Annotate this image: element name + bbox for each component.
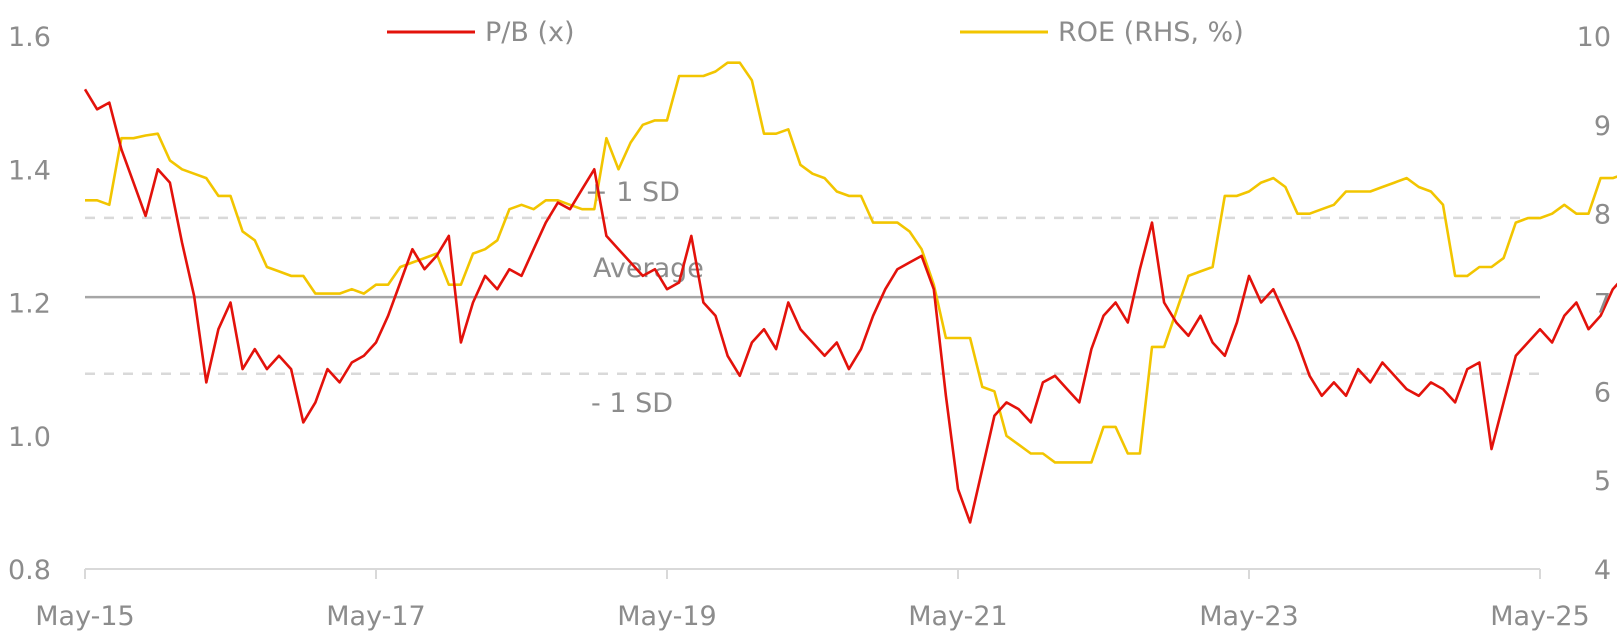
right-y-tick-6: 10	[1577, 22, 1611, 53]
x-tick-label-2: May-19	[617, 601, 716, 632]
x-axis-ticks: May-15 May-17 May-19 May-21 May-23 May-25	[35, 569, 1590, 632]
left-y-axis: 0.8 1.0 1.2 1.4 1.6	[8, 22, 51, 586]
series-line-0	[83, 88, 1617, 524]
right-y-tick-4: 8	[1594, 200, 1611, 231]
series-line-1	[85, 61, 1617, 464]
right-y-axis: 4 5 6 7 8 9 10	[1577, 22, 1611, 586]
right-y-tick-0: 4	[1594, 555, 1611, 586]
right-y-tick-5: 9	[1594, 111, 1611, 142]
right-y-tick-2: 6	[1594, 377, 1611, 408]
right-y-tick-3: 7	[1594, 289, 1611, 320]
x-tick-label-5: May-25	[1490, 601, 1589, 632]
x-tick-label-1: May-17	[326, 601, 425, 632]
x-tick-label-0: May-15	[35, 601, 134, 632]
legend-label-1: ROE (RHS, %)	[1058, 17, 1244, 48]
right-y-tick-1: 5	[1594, 466, 1611, 497]
left-y-tick-4: 1.6	[8, 22, 51, 53]
x-tick-label-3: May-21	[908, 601, 1007, 632]
ref-label-2: - 1 SD	[591, 388, 673, 419]
series-lines	[83, 61, 1617, 524]
left-y-tick-1: 1.0	[8, 422, 51, 453]
left-y-tick-2: 1.2	[8, 289, 51, 320]
left-y-tick-3: 1.4	[8, 155, 51, 186]
x-tick-label-4: May-23	[1199, 601, 1298, 632]
legend-label-0: P/B (x)	[485, 17, 575, 48]
left-y-tick-0: 0.8	[8, 555, 51, 586]
legend: P/B (x) ROE (RHS, %)	[387, 17, 1244, 48]
ref-label-1: Average	[593, 253, 704, 284]
